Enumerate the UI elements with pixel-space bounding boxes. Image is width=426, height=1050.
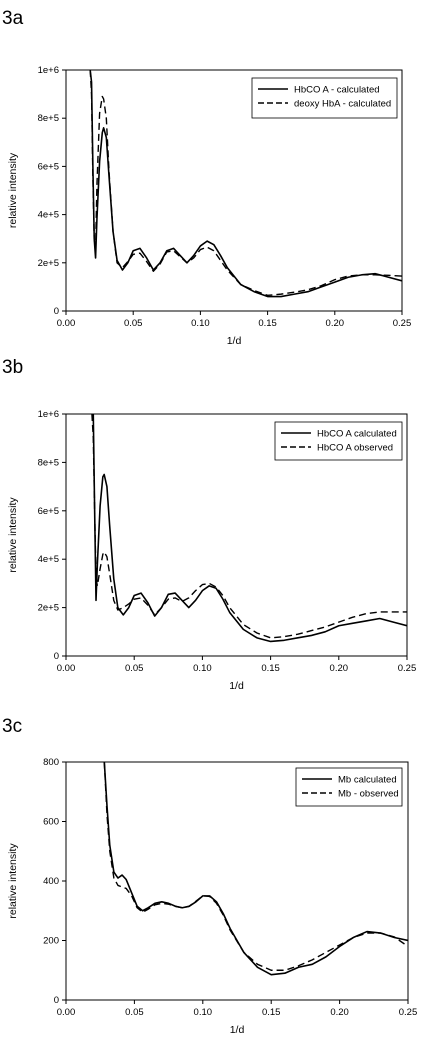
y-tick-label: 1e+6 — [38, 409, 59, 420]
series-line-solid — [89, 70, 402, 298]
x-tick-label: 0.25 — [398, 663, 417, 674]
series-line-dashed — [89, 70, 402, 297]
y-tick-label: 2e+5 — [38, 258, 59, 269]
y-tick-label: 0 — [54, 306, 59, 317]
x-tick-label: 0.25 — [393, 318, 412, 329]
y-tick-label: 1e+6 — [38, 65, 59, 76]
x-tick-label: 0.05 — [125, 1007, 144, 1018]
y-tick-label: 4e+5 — [38, 210, 59, 221]
y-tick-label: 2e+5 — [38, 603, 59, 614]
legend-entry: Mb calculated — [338, 775, 397, 786]
legend-box — [251, 77, 398, 119]
y-tick-label: 6e+5 — [38, 161, 59, 172]
x-tick-label: 0.15 — [258, 318, 277, 329]
series-group — [91, 414, 407, 643]
x-tick-label: 0.00 — [57, 1007, 76, 1018]
panel-label-3c: 3c — [2, 716, 23, 737]
legend-entry: HbCO A observed — [317, 443, 393, 454]
legend-box — [295, 767, 403, 807]
x-tick-label: 0.00 — [57, 663, 76, 674]
x-tick-label: 0.05 — [125, 663, 144, 674]
y-tick-label: 800 — [43, 757, 59, 768]
panel-label-3b: 3b — [2, 357, 24, 378]
chart-3a: 0.00 0.05 0.10 0.15 0.20 0.25 0 2e+5 4e+5 6e+5 8e+… — [7, 65, 412, 347]
x-tick-label: 0.20 — [326, 318, 345, 329]
y-axis-label: relative intensity — [7, 497, 19, 573]
y-tick-label: 4e+5 — [38, 554, 59, 565]
series-line-dashed — [103, 762, 408, 971]
y-tick-label: 200 — [43, 936, 59, 947]
x-tick-label: 0.15 — [262, 1007, 281, 1018]
legend-entry: HbCO A - calculated — [294, 85, 380, 96]
series-line-dashed — [91, 414, 407, 639]
panel-label-3a: 3a — [2, 8, 24, 29]
x-tick-label: 0.10 — [194, 1007, 213, 1018]
legend-entry: deoxy HbA - calculated — [294, 99, 391, 110]
y-tick-label: 6e+5 — [38, 506, 59, 517]
x-axis-label: 1/d — [227, 335, 242, 347]
legend-entry: Mb - observed — [338, 789, 399, 800]
x-tick-label: 0.25 — [399, 1007, 418, 1018]
x-axis-label: 1/d — [229, 680, 244, 692]
legend-box — [274, 421, 403, 461]
y-axis-label: relative intensity — [7, 843, 19, 919]
x-tick-label: 0.10 — [193, 663, 212, 674]
plot-frame — [65, 69, 403, 312]
y-tick-label: 400 — [43, 876, 59, 887]
x-tick-label: 0.05 — [124, 318, 143, 329]
y-tick-label: 0 — [54, 995, 59, 1006]
plot-frame — [65, 413, 408, 657]
y-tick-label: 0 — [54, 651, 59, 662]
series-group — [89, 70, 402, 298]
chart-3c: 0.00 0.05 0.10 0.15 0.20 0.25 0 200 400 600 800 1/d… — [7, 757, 418, 1036]
y-tick-label: 8e+5 — [38, 113, 59, 124]
series-line-solid — [92, 414, 407, 643]
y-tick-label: 8e+5 — [38, 457, 59, 468]
y-axis-label: relative intensity — [7, 152, 19, 228]
x-tick-label: 0.00 — [57, 318, 76, 329]
series-group — [103, 762, 408, 976]
x-tick-label: 0.20 — [330, 1007, 349, 1018]
x-axis-label: 1/d — [230, 1024, 245, 1036]
x-tick-label: 0.20 — [330, 663, 349, 674]
y-tick-label: 600 — [43, 817, 59, 828]
x-tick-label: 0.15 — [261, 663, 280, 674]
chart-3b: 0.00 0.05 0.10 0.15 0.20 0.25 0 2e+5 4e+5 6e+5 8e+… — [7, 409, 417, 692]
x-tick-label: 0.10 — [191, 318, 210, 329]
legend-entry: HbCO A calculated — [317, 429, 397, 440]
